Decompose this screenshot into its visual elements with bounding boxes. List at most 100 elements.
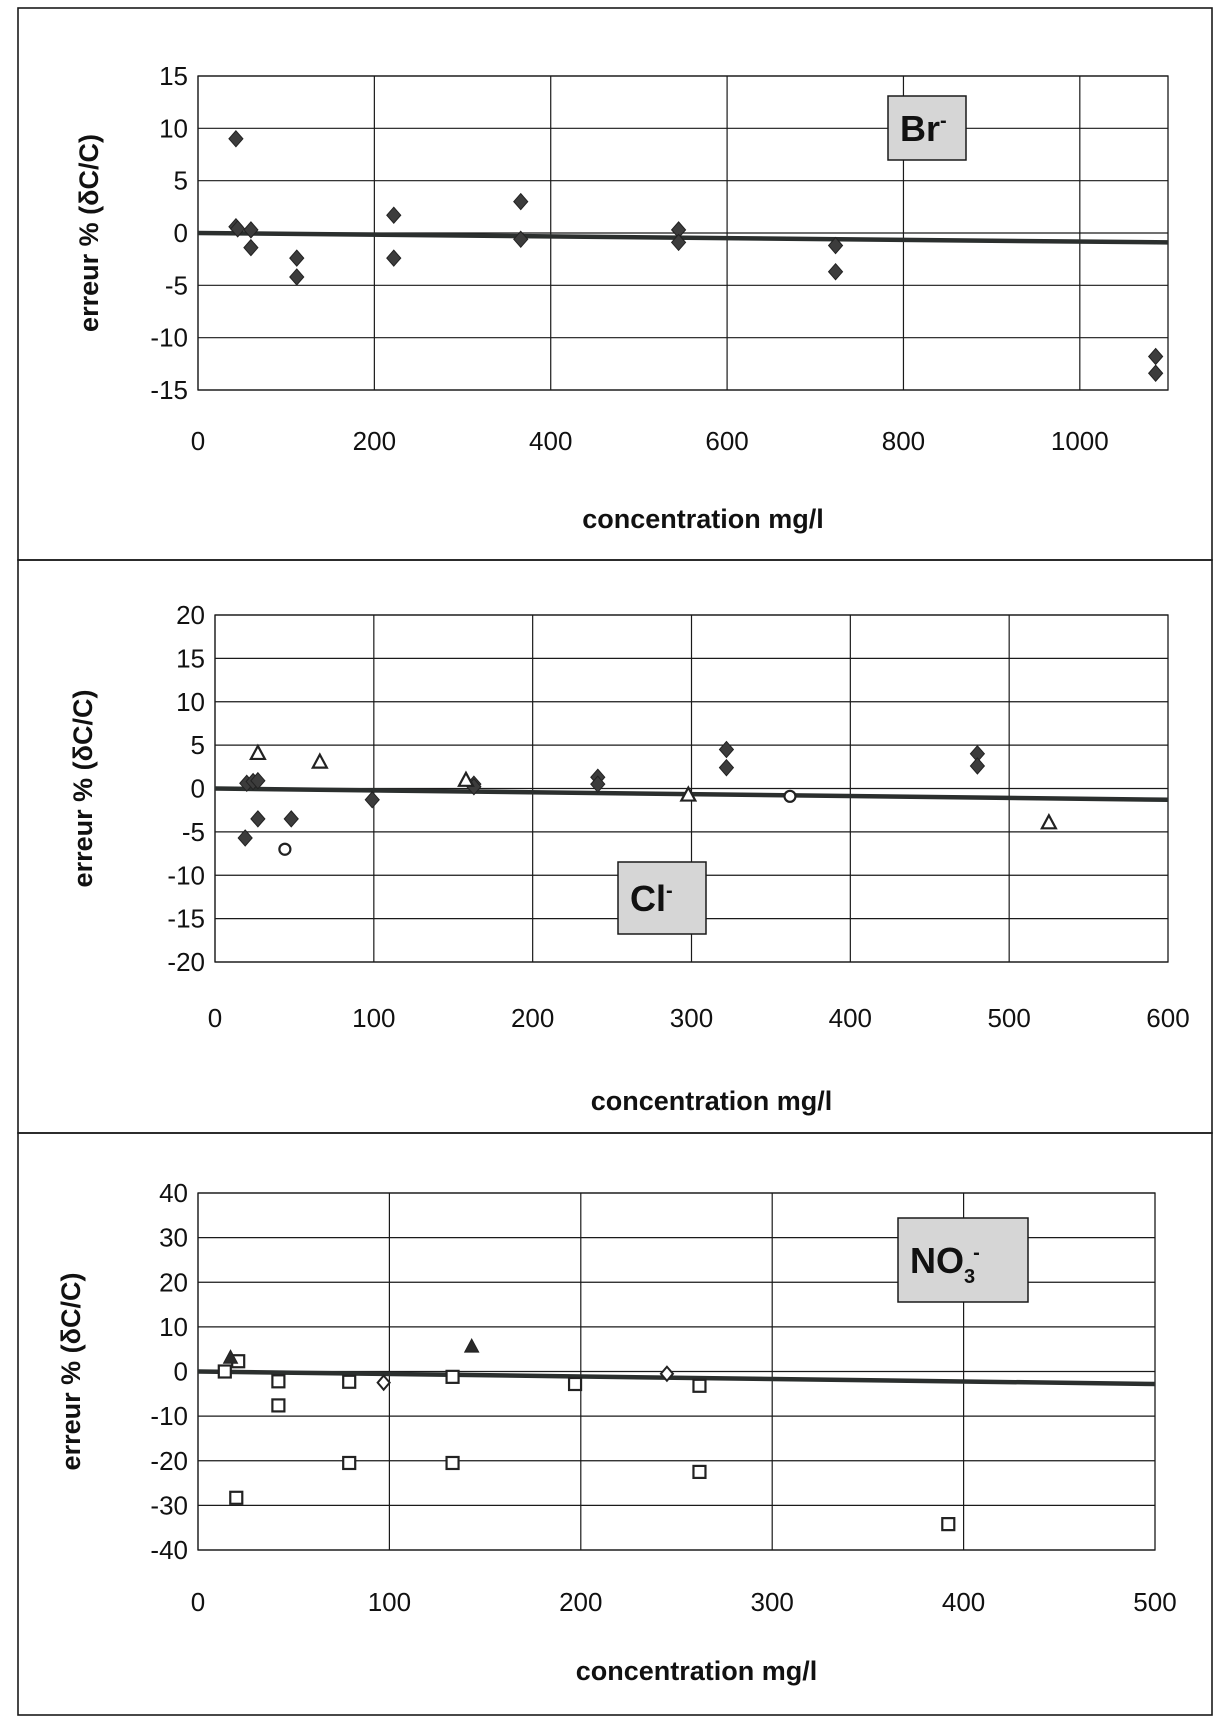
- y-tick-label: 20: [176, 600, 205, 630]
- data-point: [342, 1374, 357, 1389]
- series-triangle-open: [249, 743, 1058, 830]
- data-point: [278, 842, 292, 856]
- data-point: [941, 1517, 956, 1532]
- panel-frame: [17, 1132, 1213, 1716]
- data-point: [364, 791, 380, 809]
- y-tick-label: 5: [191, 730, 205, 760]
- series-diamond-filled: [237, 740, 986, 847]
- data-point: [692, 1378, 707, 1393]
- data-point: [670, 233, 687, 252]
- y-tick-label: 5: [174, 166, 188, 196]
- y-axis-title: erreur % (δC/C): [56, 1273, 86, 1471]
- data-point: [463, 1338, 480, 1353]
- x-tick-label: 200: [353, 426, 396, 456]
- y-tick-label: -5: [182, 817, 205, 847]
- ion-charge: -: [973, 1242, 980, 1264]
- data-point: [445, 1369, 460, 1384]
- ion-symbol: NO: [910, 1240, 964, 1281]
- data-point: [679, 785, 698, 802]
- x-tick-label: 500: [987, 1003, 1030, 1033]
- data-point: [230, 220, 246, 238]
- data-point: [1040, 813, 1058, 830]
- x-tick-label: 0: [191, 426, 205, 456]
- x-tick-label: 800: [882, 426, 925, 456]
- data-point: [513, 192, 529, 211]
- data-point: [250, 810, 266, 828]
- data-point: [271, 1398, 286, 1413]
- y-tick-label: 15: [176, 643, 205, 673]
- ion-badge-label: NO3-: [910, 1240, 980, 1288]
- data-point: [289, 268, 305, 286]
- y-tick-label: 30: [159, 1223, 188, 1253]
- y-tick-label: -10: [167, 860, 205, 890]
- y-tick-label: 0: [174, 218, 188, 248]
- data-point: [249, 743, 267, 761]
- trend-line: [197, 230, 1169, 245]
- ion-badge-label: Br-: [900, 108, 947, 149]
- data-point: [310, 752, 329, 769]
- data-point: [445, 1455, 460, 1471]
- x-tick-label: 0: [208, 1003, 222, 1033]
- y-tick-label: 10: [159, 1312, 188, 1342]
- x-axis-title: concentration mg/l: [591, 1086, 833, 1116]
- y-tick-label: 40: [159, 1178, 188, 1208]
- x-tick-label: 0: [191, 1587, 205, 1617]
- x-tick-label: 200: [511, 1003, 554, 1033]
- y-tick-label: 0: [174, 1357, 188, 1387]
- data-point: [692, 1464, 707, 1480]
- data-point: [827, 262, 844, 281]
- data-point: [243, 238, 259, 257]
- data-point: [271, 1374, 286, 1389]
- data-point: [243, 221, 259, 239]
- y-tick-label: 20: [159, 1267, 188, 1297]
- ion-subscript: 3: [964, 1266, 975, 1288]
- ion-symbol: Cl: [630, 878, 666, 919]
- series-diamond-filled: [228, 130, 1164, 383]
- x-axis-title: concentration mg/l: [582, 504, 824, 534]
- y-tick-label: -20: [167, 947, 205, 977]
- x-tick-label: 200: [559, 1587, 602, 1617]
- y-tick-label: -40: [150, 1535, 188, 1565]
- x-tick-label: 600: [1146, 1003, 1189, 1033]
- y-axis-title: erreur % (δC/C): [74, 134, 104, 332]
- ion-charge: -: [666, 880, 673, 902]
- y-tick-label: 15: [159, 61, 188, 91]
- y-tick-label: -5: [165, 270, 188, 300]
- ion-badge-box: [887, 95, 967, 161]
- data-point: [718, 758, 735, 777]
- y-tick-label: 10: [159, 113, 188, 143]
- ion-badge-box: [897, 1217, 1029, 1303]
- x-tick-label: 300: [670, 1003, 713, 1033]
- ion-symbol: Br: [900, 108, 940, 149]
- data-point: [513, 230, 529, 249]
- y-tick-label: -15: [150, 375, 188, 405]
- ion-charge: -: [940, 110, 947, 132]
- y-axis-title: erreur % (δC/C): [68, 690, 98, 888]
- data-point: [718, 740, 735, 759]
- series-circle-open: [278, 789, 797, 856]
- x-tick-label: 100: [368, 1587, 411, 1617]
- series-triangle-filled: [222, 1338, 480, 1364]
- data-point: [217, 1364, 232, 1379]
- data-point: [250, 771, 266, 790]
- series-diamond-open: [376, 1365, 675, 1392]
- data-point: [386, 249, 402, 267]
- x-tick-label: 1000: [1051, 426, 1109, 456]
- ion-badge-box: [617, 861, 707, 935]
- y-tick-label: -10: [150, 323, 188, 353]
- x-axis-title: concentration mg/l: [576, 1656, 818, 1686]
- data-point: [783, 789, 797, 803]
- x-tick-label: 300: [751, 1587, 794, 1617]
- x-tick-label: 100: [352, 1003, 395, 1033]
- ion-badge-label: Cl-: [630, 878, 673, 919]
- x-tick-label: 400: [829, 1003, 872, 1033]
- data-point: [386, 206, 402, 224]
- data-point: [289, 249, 305, 267]
- x-tick-label: 500: [1133, 1587, 1176, 1617]
- data-point: [376, 1374, 391, 1392]
- x-tick-label: 400: [942, 1587, 985, 1617]
